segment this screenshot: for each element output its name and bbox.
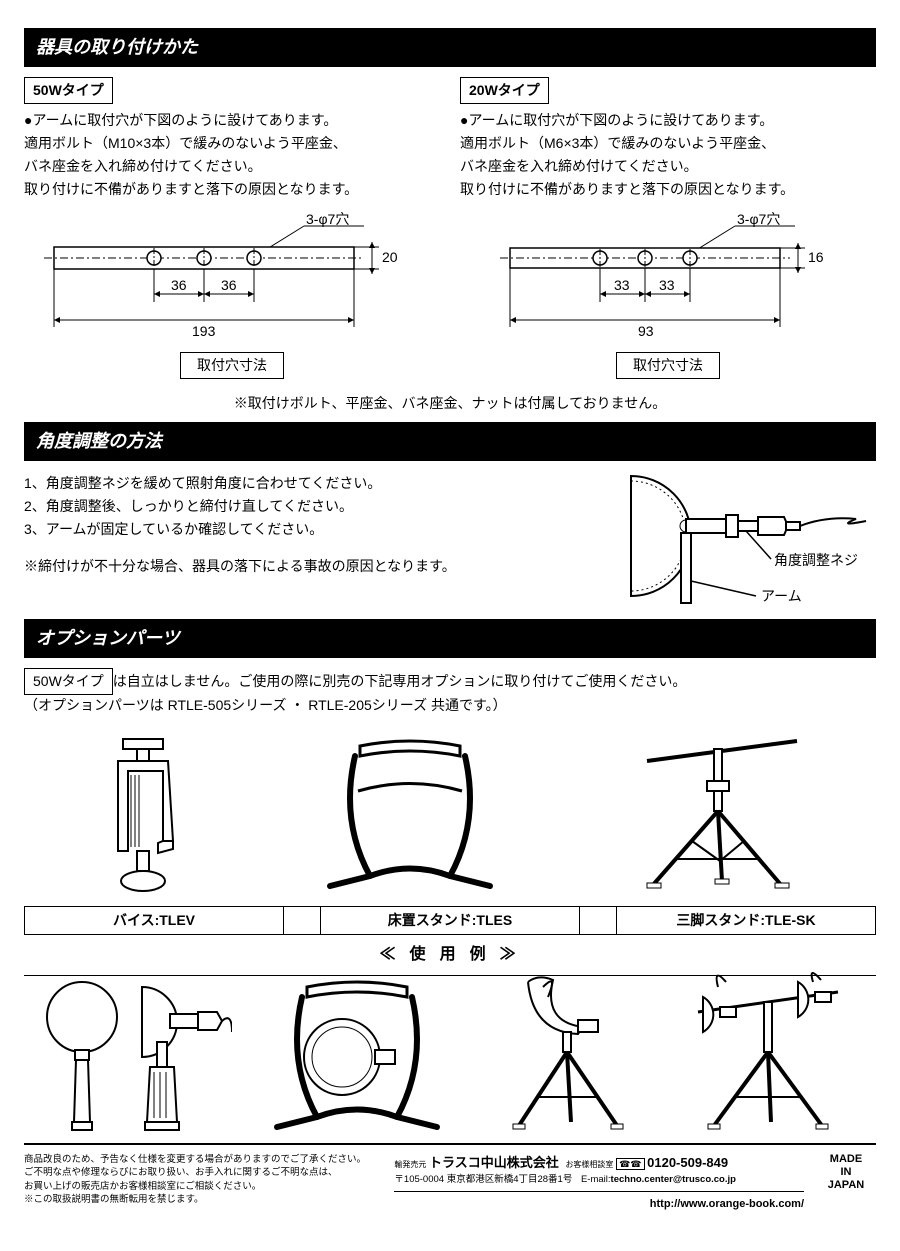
usage-figures: [24, 975, 876, 1145]
l20-1: ●アームに取付穴が下図のように設けてあります。: [460, 110, 876, 131]
l20-3: バネ座金を入れ締め付けてください。: [460, 156, 876, 177]
usage-header: ≪ 使 用 例 ≫: [24, 943, 876, 967]
col-20w: 20Wタイプ ●アームに取付穴が下図のように設けてあります。 適用ボルト（M6×…: [460, 77, 876, 387]
diagram-50w: 3-φ7穴 20: [24, 212, 440, 379]
opt-vise: バイス:TLEV: [24, 907, 284, 934]
opt-floor: 床置スタンド:TLES: [320, 907, 580, 934]
dist-label: 輸発売元: [394, 1160, 426, 1169]
option-lead: 50Wタイプは自立はしません。ご使用の際に別売の下記専用オプションに取り付けてご…: [24, 668, 876, 716]
contact-label: お客様相談室: [565, 1160, 613, 1169]
l20-4: 取り付けに不備がありますと落下の原因となります。: [460, 179, 876, 200]
svg-text:16: 16: [808, 249, 824, 265]
svg-text:3-φ7穴: 3-φ7穴: [737, 212, 780, 227]
email-label: E-mail:: [581, 1174, 611, 1185]
footer: 商品改良のため、予告なく仕様を変更する場合がありますのでご了承ください。 ご不明…: [24, 1145, 876, 1212]
section-mount-title: 器具の取り付けかた: [24, 28, 876, 67]
lead1: は自立はしません。ご使用の際に別売の下記専用オプションに取り付けてご使用ください…: [113, 673, 687, 689]
vise-icon: [73, 731, 213, 896]
section-angle-title: 角度調整の方法: [24, 422, 876, 461]
tel: 0120-509-849: [647, 1155, 728, 1170]
l50-3: バネ座金を入れ締め付けてください。: [24, 156, 440, 177]
l50-2: 適用ボルト（M10×3本）で緩みのないよう平座金、: [24, 133, 440, 154]
l20-2: 適用ボルト（M6×3本）で緩みのないよう平座金、: [460, 133, 876, 154]
footer-disclaimer: 商品改良のため、予告なく仕様を変更する場合がありますのでご了承ください。 ご不明…: [24, 1153, 382, 1206]
floor-stand-icon: [310, 731, 510, 896]
section-option-title: オプションパーツ: [24, 619, 876, 658]
email: techno.center@trusco.co.jp: [611, 1174, 736, 1185]
svg-text:193: 193: [192, 323, 216, 339]
option-labels: バイス:TLEV 床置スタンド:TLES 三脚スタンド:TLE-SK: [24, 906, 876, 935]
step3: 3、アームが固定しているか確認してください。: [24, 519, 606, 540]
opt-tripod: 三脚スタンド:TLE-SK: [616, 907, 876, 934]
url: http://www.orange-book.com/: [394, 1196, 804, 1213]
svg-text:3-φ7穴: 3-φ7穴: [306, 212, 349, 227]
diagram-20w: 3-φ7穴 16 33 33: [460, 212, 876, 379]
svg-text:33: 33: [659, 277, 675, 293]
l50-4: 取り付けに不備がありますと落下の原因となります。: [24, 179, 440, 200]
step2: 2、角度調整後、しっかりと締付け直してください。: [24, 496, 606, 517]
made1: IN: [816, 1166, 876, 1179]
type-50w-label: 50Wタイプ: [24, 77, 113, 104]
svg-text:36: 36: [171, 277, 187, 293]
dimlabel-20w: 取付穴寸法: [616, 352, 720, 379]
fl1: ご不明な点や修理ならびにお取り扱い、お手入れに関するご不明な点は、: [24, 1166, 382, 1179]
addr: 〒105-0004 東京都港区新橋4丁目28番1号: [394, 1174, 572, 1185]
tripod-icon: [607, 731, 827, 896]
dimlabel-50w: 取付穴寸法: [180, 352, 284, 379]
svg-text:33: 33: [614, 277, 630, 293]
mount-footnote: ※取付けボルト、平座金、バネ座金、ナットは付属しておりません。: [24, 393, 876, 414]
lead2: （オプションパーツは RTLE-505シリーズ ・ RTLE-205シリーズ 共…: [24, 697, 507, 713]
made-in: MADE IN JAPAN: [816, 1153, 876, 1193]
footer-company: 輸発売元 トラスコ中山株式会社 お客様相談室 ☎☎ 0120-509-849 〒…: [394, 1153, 804, 1212]
angle-steps: 1、角度調整ネジを緩めて照射角度に合わせてください。 2、角度調整後、しっかりと…: [24, 473, 606, 540]
lead-type: 50Wタイプ: [24, 668, 113, 695]
svg-text:93: 93: [638, 323, 654, 339]
l50-1: ●アームに取付穴が下図のように設けてあります。: [24, 110, 440, 131]
svg-text:角度調整ネジ: 角度調整ネジ: [774, 552, 858, 568]
angle-figure: 角度調整ネジ アーム: [626, 471, 876, 611]
mount-columns: 50Wタイプ ●アームに取付穴が下図のように設けてあります。 適用ボルト（M10…: [24, 77, 876, 387]
made2: JAPAN: [816, 1179, 876, 1192]
option-figures: [24, 726, 876, 896]
svg-text:アーム: アーム: [761, 588, 802, 604]
company-name: トラスコ中山株式会社: [429, 1155, 559, 1170]
made0: MADE: [816, 1153, 876, 1166]
fl0: 商品改良のため、予告なく仕様を変更する場合がありますのでご了承ください。: [24, 1153, 382, 1166]
svg-text:20: 20: [382, 249, 398, 265]
type-20w-label: 20Wタイプ: [460, 77, 549, 104]
fl2: お買い上げの販売店かお客様相談室にご相談ください。: [24, 1180, 382, 1193]
angle-warn: ※締付けが不十分な場合、器具の落下による事故の原因となります。: [24, 556, 606, 577]
tel-icon: ☎☎: [616, 1158, 644, 1170]
step1: 1、角度調整ネジを緩めて照射角度に合わせてください。: [24, 473, 606, 494]
col-50w: 50Wタイプ ●アームに取付穴が下図のように設けてあります。 適用ボルト（M10…: [24, 77, 440, 387]
svg-text:36: 36: [221, 277, 237, 293]
fl3: ※この取扱説明書の無断転用を禁じます。: [24, 1193, 382, 1206]
